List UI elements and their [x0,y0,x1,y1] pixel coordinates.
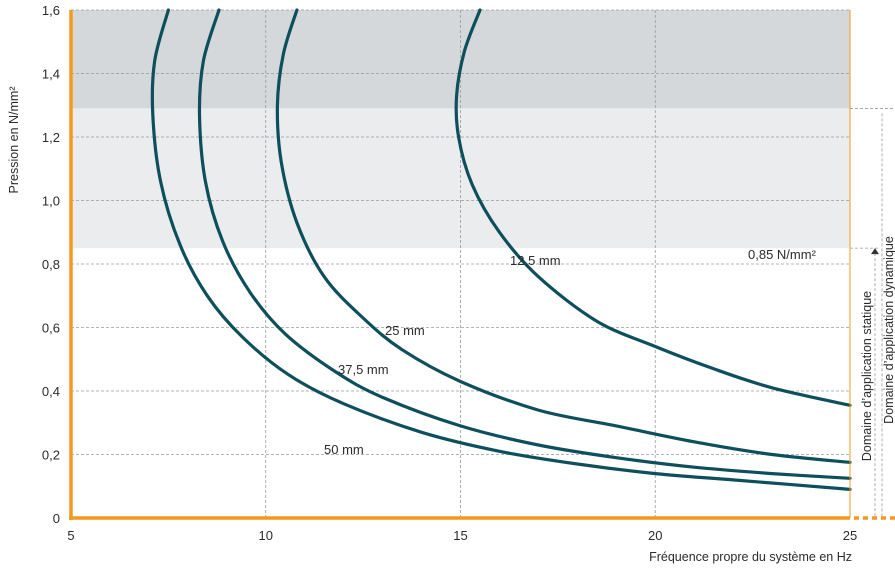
y-tick-label: 0,4 [42,384,60,399]
static-guide-arrow [871,248,879,255]
curve-series-0 [454,8,852,407]
y-tick-label: 0 [53,511,60,526]
y-axis-label: Pression en N/mm² [7,87,21,194]
y-tick-label: 1,4 [42,67,60,82]
curve-series-3 [150,8,852,491]
y-tick-label: 1,0 [42,194,60,209]
curve-series-2 [197,8,852,480]
band-dark [71,10,850,109]
x-tick-label: 25 [843,528,857,543]
curve-label-25mm: 25 mm [385,323,425,338]
x-tick-label: 15 [453,528,467,543]
curve-series-1 [275,8,852,464]
y-tick-label: 0,8 [42,257,60,272]
curve-label-50mm: 50 mm [324,442,364,457]
curves [150,8,852,491]
y-tick-labels: 0 0,2 0,4 0,6 0,8 1,0 1,2 1,4 1,6 [42,3,60,526]
x-axis-label: Fréquence propre du système en Hz [649,550,852,564]
dynamic-domain-label: Domaine d’application dynamique [882,236,895,424]
static-domain-label: Domaine d’application statique [860,291,874,461]
curve-label-37-5mm: 37,5 mm [338,362,389,377]
y-tick-label: 1,6 [42,3,60,18]
y-tick-label: 0,6 [42,321,60,336]
right-guides [850,108,893,518]
threshold-label: 0,85 N/mm² [748,247,817,262]
x-tick-label: 10 [259,528,273,543]
y-tick-label: 1,2 [42,130,60,145]
x-tick-label: 20 [648,528,662,543]
x-tick-labels: 5 10 15 20 25 [67,528,857,543]
y-tick-label: 0,2 [42,448,60,463]
curve-label-12-5mm: 12,5 mm [510,253,561,268]
x-tick-label: 5 [67,528,74,543]
